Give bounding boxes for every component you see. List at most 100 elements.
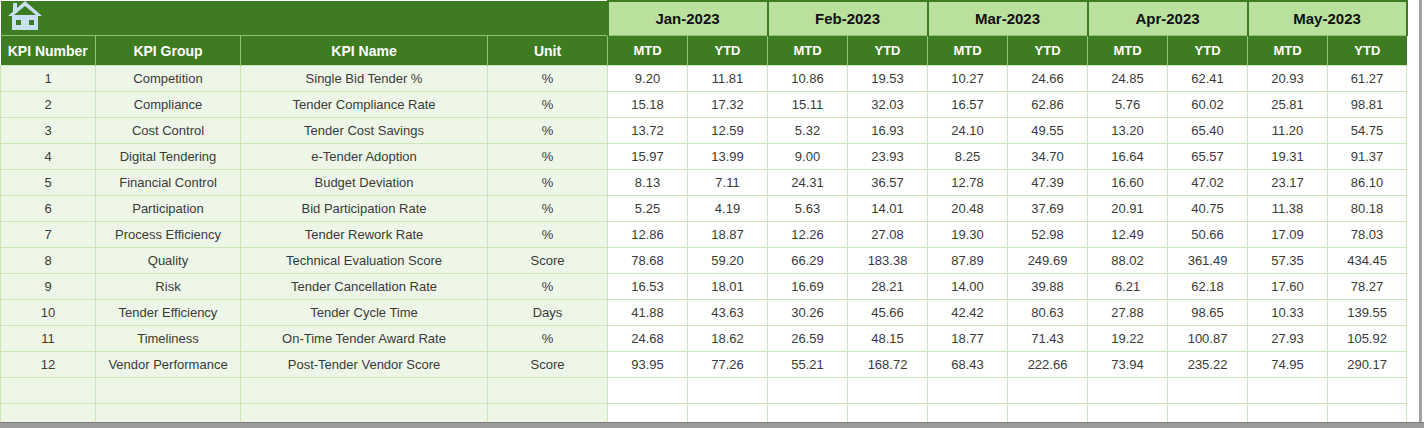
value-cell[interactable]: 13.20	[1088, 118, 1168, 144]
unit-cell[interactable]: %	[488, 222, 608, 248]
period-header[interactable]: YTD	[848, 36, 928, 66]
value-cell[interactable]: 5.25	[608, 196, 688, 222]
value-cell[interactable]: 60.02	[1168, 92, 1248, 118]
unit-cell[interactable]: %	[488, 196, 608, 222]
value-cell[interactable]: 39.88	[1008, 274, 1088, 300]
value-cell[interactable]: 100.87	[1168, 326, 1248, 352]
unit-cell[interactable]: Score	[488, 352, 608, 378]
column-header[interactable]: KPI Group	[96, 36, 241, 66]
value-cell[interactable]: 8.25	[928, 144, 1008, 170]
home-icon[interactable]	[8, 1, 42, 31]
value-cell[interactable]: 73.94	[1088, 352, 1168, 378]
value-cell[interactable]: 27.88	[1088, 300, 1168, 326]
unit-cell[interactable]: %	[488, 118, 608, 144]
kpi-group-cell[interactable]: Vendor Performance	[96, 352, 241, 378]
value-cell[interactable]: 45.66	[848, 300, 928, 326]
kpi-name-cell[interactable]: On-Time Tender Award Rate	[241, 326, 488, 352]
empty-cell[interactable]	[1168, 378, 1248, 404]
value-cell[interactable]: 16.93	[848, 118, 928, 144]
value-cell[interactable]: 4.19	[688, 196, 768, 222]
kpi-group-cell[interactable]: Timeliness	[96, 326, 241, 352]
unit-cell[interactable]: %	[488, 326, 608, 352]
value-cell[interactable]: 42.42	[928, 300, 1008, 326]
period-header[interactable]: MTD	[768, 36, 848, 66]
value-cell[interactable]: 98.65	[1168, 300, 1248, 326]
kpi-group-cell[interactable]: Cost Control	[96, 118, 241, 144]
kpi-group-cell[interactable]: Compliance	[96, 92, 241, 118]
value-cell[interactable]: 74.95	[1248, 352, 1328, 378]
value-cell[interactable]: 13.99	[688, 144, 768, 170]
value-cell[interactable]: 19.31	[1248, 144, 1328, 170]
empty-cell[interactable]	[241, 378, 488, 404]
kpi-name-cell[interactable]: Tender Cancellation Rate	[241, 274, 488, 300]
value-cell[interactable]: 47.39	[1008, 170, 1088, 196]
value-cell[interactable]: 5.76	[1088, 92, 1168, 118]
column-header[interactable]: Unit	[488, 36, 608, 66]
value-cell[interactable]: 93.95	[608, 352, 688, 378]
value-cell[interactable]: 7.11	[688, 170, 768, 196]
value-cell[interactable]: 10.27	[928, 66, 1008, 92]
unit-cell[interactable]: %	[488, 144, 608, 170]
kpi-group-cell[interactable]: Quality	[96, 248, 241, 274]
value-cell[interactable]: 11.38	[1248, 196, 1328, 222]
value-cell[interactable]: 62.41	[1168, 66, 1248, 92]
value-cell[interactable]: 43.63	[688, 300, 768, 326]
value-cell[interactable]: 15.18	[608, 92, 688, 118]
empty-cell[interactable]	[1008, 378, 1088, 404]
value-cell[interactable]: 222.66	[1008, 352, 1088, 378]
value-cell[interactable]: 18.62	[688, 326, 768, 352]
kpi-number-cell[interactable]: 10	[1, 300, 96, 326]
kpi-number-cell[interactable]: 8	[1, 248, 96, 274]
kpi-name-cell[interactable]: Budget Deviation	[241, 170, 488, 196]
value-cell[interactable]: 16.64	[1088, 144, 1168, 170]
value-cell[interactable]: 8.13	[608, 170, 688, 196]
empty-cell[interactable]	[488, 378, 608, 404]
value-cell[interactable]: 36.57	[848, 170, 928, 196]
empty-cell[interactable]	[1088, 378, 1168, 404]
value-cell[interactable]: 78.03	[1328, 222, 1407, 248]
value-cell[interactable]: 17.60	[1248, 274, 1328, 300]
month-header[interactable]: Apr-2023	[1088, 1, 1248, 36]
value-cell[interactable]: 17.32	[688, 92, 768, 118]
kpi-number-cell[interactable]: 9	[1, 274, 96, 300]
window-bottom-edge[interactable]	[0, 422, 1424, 428]
value-cell[interactable]: 26.59	[768, 326, 848, 352]
value-cell[interactable]: 57.35	[1248, 248, 1328, 274]
kpi-number-cell[interactable]: 12	[1, 352, 96, 378]
period-header[interactable]: YTD	[1328, 36, 1407, 66]
unit-cell[interactable]: Score	[488, 248, 608, 274]
value-cell[interactable]: 41.88	[608, 300, 688, 326]
empty-cell[interactable]	[848, 378, 928, 404]
value-cell[interactable]: 16.69	[768, 274, 848, 300]
value-cell[interactable]: 16.53	[608, 274, 688, 300]
kpi-group-cell[interactable]: Digital Tendering	[96, 144, 241, 170]
month-header[interactable]: Jan-2023	[608, 1, 768, 36]
kpi-name-cell[interactable]: Bid Participation Rate	[241, 196, 488, 222]
value-cell[interactable]: 168.72	[848, 352, 928, 378]
value-cell[interactable]: 361.49	[1168, 248, 1248, 274]
value-cell[interactable]: 68.43	[928, 352, 1008, 378]
value-cell[interactable]: 11.20	[1248, 118, 1328, 144]
value-cell[interactable]: 19.22	[1088, 326, 1168, 352]
value-cell[interactable]: 47.02	[1168, 170, 1248, 196]
kpi-name-cell[interactable]: e-Tender Adoption	[241, 144, 488, 170]
value-cell[interactable]: 50.66	[1168, 222, 1248, 248]
kpi-group-cell[interactable]: Tender Efficiency	[96, 300, 241, 326]
value-cell[interactable]: 15.11	[768, 92, 848, 118]
value-cell[interactable]: 11.81	[688, 66, 768, 92]
value-cell[interactable]: 86.10	[1328, 170, 1407, 196]
period-header[interactable]: MTD	[928, 36, 1008, 66]
kpi-name-cell[interactable]: Tender Compliance Rate	[241, 92, 488, 118]
value-cell[interactable]: 249.69	[1008, 248, 1088, 274]
empty-cell[interactable]	[688, 378, 768, 404]
value-cell[interactable]: 13.72	[608, 118, 688, 144]
value-cell[interactable]: 5.63	[768, 196, 848, 222]
value-cell[interactable]: 77.26	[688, 352, 768, 378]
value-cell[interactable]: 12.86	[608, 222, 688, 248]
value-cell[interactable]: 14.00	[928, 274, 1008, 300]
unit-cell[interactable]: %	[488, 92, 608, 118]
value-cell[interactable]: 12.49	[1088, 222, 1168, 248]
unit-cell[interactable]: Days	[488, 300, 608, 326]
unit-cell[interactable]: %	[488, 170, 608, 196]
value-cell[interactable]: 37.69	[1008, 196, 1088, 222]
